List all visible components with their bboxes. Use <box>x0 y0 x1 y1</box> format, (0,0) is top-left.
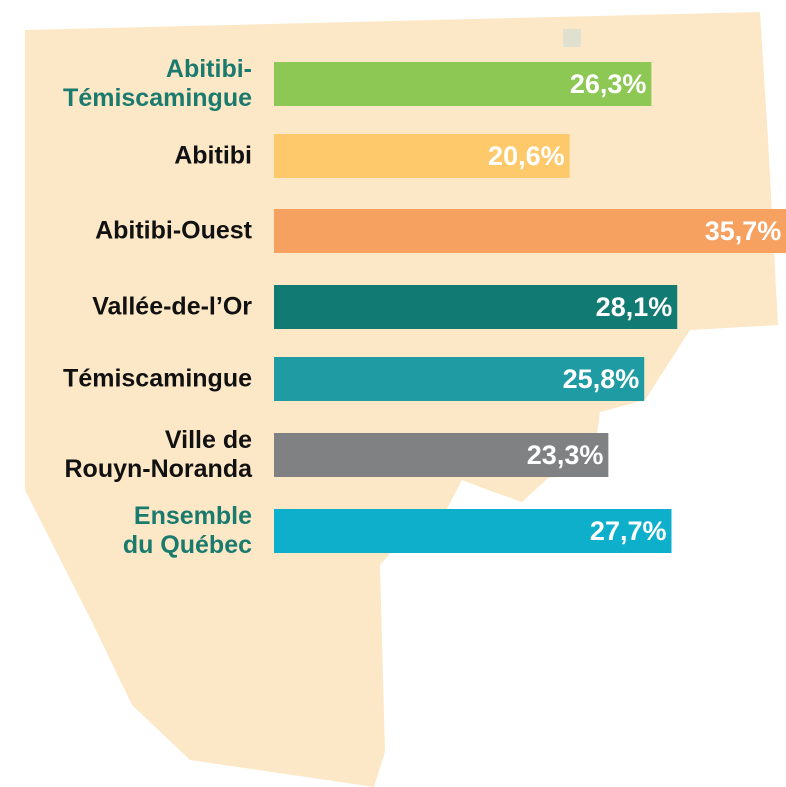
bar <box>274 509 672 553</box>
value-label: 20,6% <box>488 141 565 171</box>
bar <box>274 357 645 401</box>
bar <box>274 62 652 106</box>
value-label: 35,7% <box>704 216 782 246</box>
category-label: Abitibi-Ouest <box>95 216 252 245</box>
value-label: 23,3% <box>526 440 604 470</box>
bar <box>274 134 570 178</box>
category-label: Ensemble du Québec <box>122 502 252 559</box>
value-label: 25,8% <box>562 364 640 394</box>
value-label: 27,7% <box>589 516 667 546</box>
category-label: Ville de Rouyn-Noranda <box>64 426 253 483</box>
bar <box>274 433 609 477</box>
category-label: Vallée-de-l’Or <box>92 292 252 321</box>
bar <box>274 285 678 329</box>
category-label: Abitibi- Témiscamingue <box>63 55 252 112</box>
bar <box>274 209 786 253</box>
value-label: 26,3% <box>569 69 647 99</box>
category-label: Témiscamingue <box>63 364 252 393</box>
value-label: 28,1% <box>595 292 673 322</box>
map-marker <box>563 29 581 47</box>
category-label: Abitibi <box>174 141 252 170</box>
